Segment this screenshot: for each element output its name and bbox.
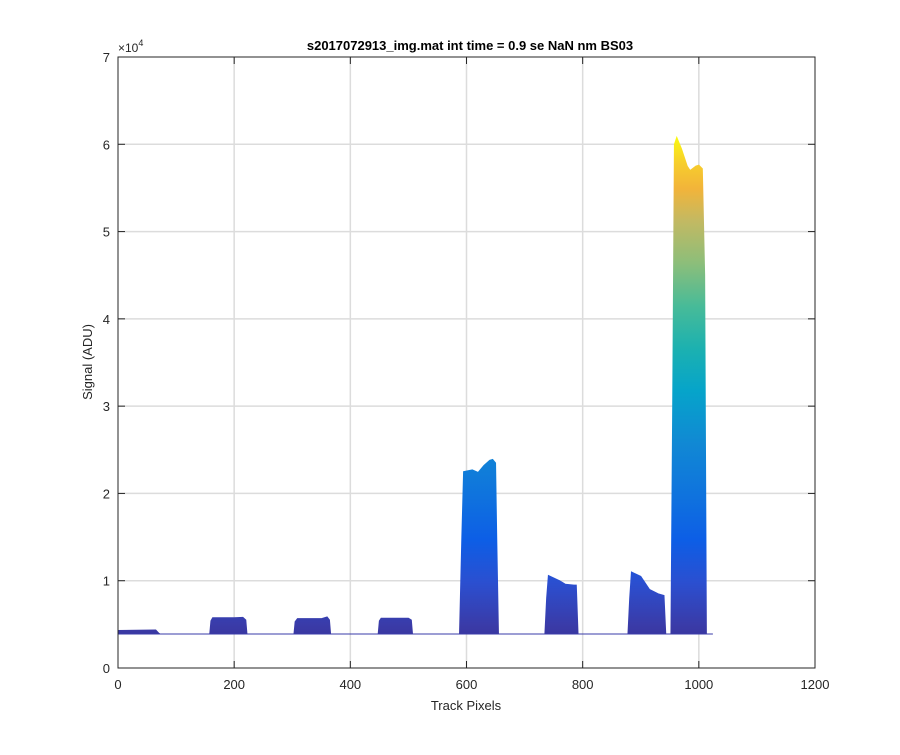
y-tick-label: 6 [103, 137, 110, 152]
y-tick-label: 5 [103, 225, 110, 240]
y-tick-label: 3 [103, 399, 110, 414]
y-tick-label: 0 [103, 661, 110, 676]
y-exponent-base: ×10 [118, 41, 139, 55]
chart-title: s2017072913_img.mat int time = 0.9 se Na… [307, 38, 633, 53]
x-tick-label: 1000 [684, 677, 713, 692]
x-axis-label: Track Pixels [431, 698, 502, 713]
y-tick-label: 1 [103, 574, 110, 589]
x-tick-label: 200 [223, 677, 245, 692]
x-tick-label: 0 [114, 677, 121, 692]
x-tick-label: 1200 [801, 677, 830, 692]
x-tick-label: 600 [456, 677, 478, 692]
y-tick-label: 4 [103, 312, 110, 327]
x-tick-label: 400 [339, 677, 361, 692]
axes [117, 56, 816, 669]
y-exponent-label: ×104 [118, 38, 143, 55]
data-layer [118, 135, 713, 635]
tick-labels: 0 200 400 600 800 1000 1200 0 1 2 3 4 5 6 7 [103, 50, 830, 692]
x-tick-label: 800 [572, 677, 594, 692]
y-tick-label: 2 [103, 486, 110, 501]
y-tick-label: 7 [103, 50, 110, 65]
y-axis-label: Signal (ADU) [80, 324, 95, 400]
y-exponent-power: 4 [138, 38, 143, 48]
